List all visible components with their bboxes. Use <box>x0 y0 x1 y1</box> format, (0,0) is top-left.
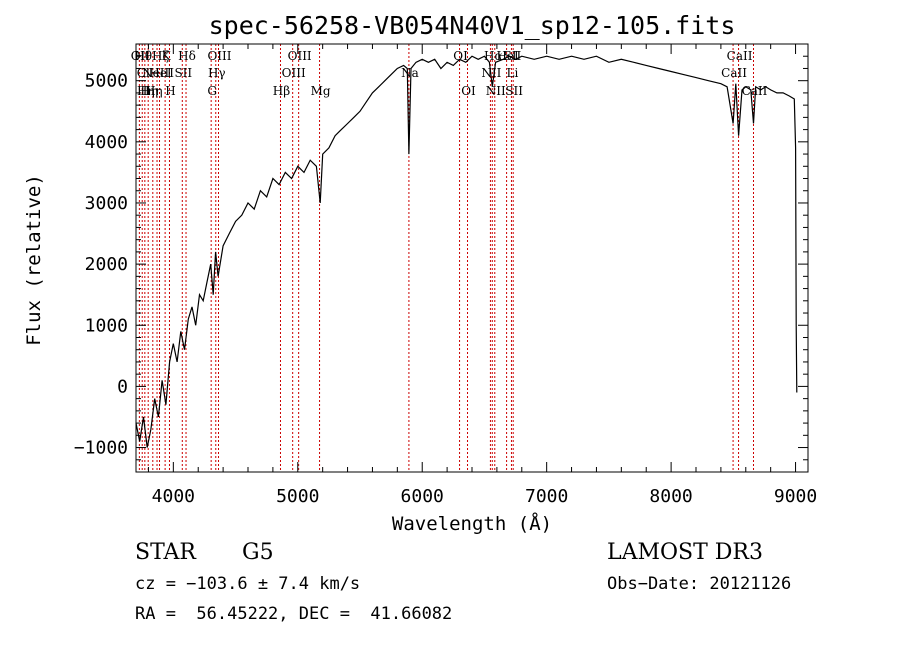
line-labels: OIIHθClHηHηHηNeIIIHζHeIKHSIIHδGHγOIIIHβO… <box>131 49 768 98</box>
x-axis-label: Wavelength (Å) <box>392 512 552 535</box>
line-label: SII <box>174 66 192 80</box>
line-label: Hβ <box>273 84 290 98</box>
x-tick-label: 9000 <box>774 486 817 507</box>
line-label: Li <box>507 66 519 80</box>
line-label: CaII <box>727 49 753 63</box>
line-label: Hγ <box>208 66 226 80</box>
coordinates: RA = 56.45222, DEC = 41.66082 <box>135 604 453 624</box>
y-tick-label: 4000 <box>85 132 128 153</box>
line-label: OIII <box>288 49 312 63</box>
line-label: CaII <box>742 84 768 98</box>
x-tick-label: 7000 <box>525 486 568 507</box>
line-label: Hη <box>140 84 158 98</box>
line-label: NeIII <box>142 66 174 80</box>
line-markers <box>138 44 754 472</box>
line-label: K <box>162 49 172 63</box>
y-tick-label: −1000 <box>74 438 128 459</box>
line-label: G <box>207 84 217 98</box>
redshift-velocity: cz = −103.6 ± 7.4 km/s <box>135 574 361 594</box>
line-label: CaII <box>721 66 747 80</box>
line-label: SII <box>504 49 522 63</box>
x-tick-label: 4000 <box>152 486 195 507</box>
line-label: Hα <box>484 49 503 63</box>
line-label: OIII <box>282 66 306 80</box>
plot-frame <box>135 43 809 473</box>
x-tick-label: 6000 <box>401 486 444 507</box>
line-label: HeI <box>149 66 172 80</box>
y-tick-label: 3000 <box>85 193 128 214</box>
survey-name: LAMOST DR3 <box>607 540 763 565</box>
y-tick-label: 2000 <box>85 254 128 275</box>
line-label: OI <box>453 49 468 63</box>
x-axis: 4000 5000 6000 7000 8000 9000 <box>147 44 817 507</box>
x-tick-label: 5000 <box>276 486 319 507</box>
x-tick-label: 8000 <box>649 486 692 507</box>
line-label: NII <box>481 66 501 80</box>
spectrum-line <box>135 55 798 448</box>
line-label: H <box>165 84 175 98</box>
y-tick-label: 1000 <box>85 315 128 336</box>
y-axis-label: Flux (relative) <box>23 174 45 346</box>
observation-date: Obs−Date: 20121126 <box>607 574 792 594</box>
chart-title: spec-56258-VB054N40V1_sp12-105.fits <box>209 11 736 40</box>
line-label: Na <box>401 66 419 80</box>
line-label: SII <box>505 84 523 98</box>
object-subclass: G5 <box>242 540 274 565</box>
line-label: OI <box>461 84 476 98</box>
line-label: Hδ <box>178 49 196 63</box>
line-label: Hη <box>145 84 163 98</box>
line-label: NII <box>486 84 506 98</box>
line-label: Mg <box>311 84 331 98</box>
line-label: Hζ <box>152 49 169 63</box>
line-label: Hη <box>137 84 155 98</box>
object-class: STAR <box>135 540 196 565</box>
y-tick-label: 0 <box>117 376 128 397</box>
line-label: OIII <box>207 49 231 63</box>
line-label: Cl <box>137 66 150 80</box>
y-axis: −1000 0 1000 2000 3000 4000 5000 <box>74 55 808 461</box>
line-label: Hθ <box>134 49 152 63</box>
y-tick-label: 5000 <box>85 71 128 92</box>
